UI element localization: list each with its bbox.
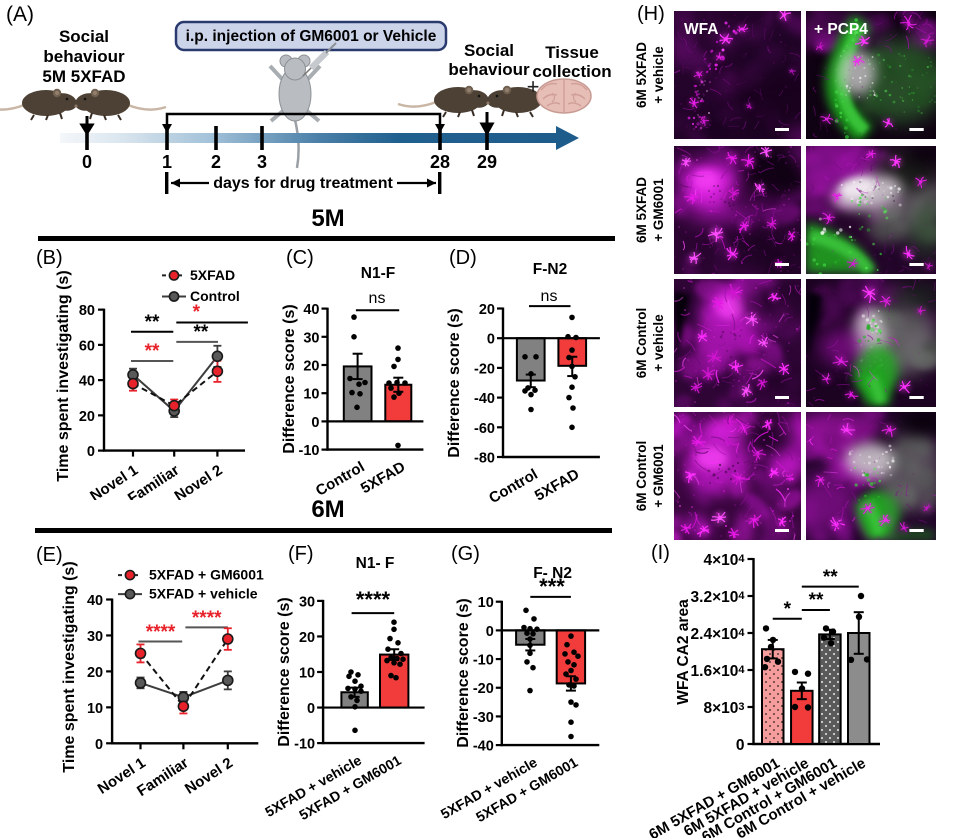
svg-text:Difference score (s): Difference score (s) (455, 598, 472, 747)
svg-text:20: 20 (479, 302, 495, 318)
svg-text:ns: ns (369, 290, 386, 307)
svg-text:Social: Social (464, 41, 514, 60)
svg-text:(I): (I) (651, 542, 670, 564)
svg-text:28: 28 (430, 152, 450, 172)
svg-text:behaviour: behaviour (43, 47, 125, 66)
svg-text:**: ** (145, 341, 160, 362)
svg-text:30: 30 (303, 330, 319, 346)
svg-text:Difference score (s): Difference score (s) (281, 304, 298, 453)
svg-text:4×104: 4×104 (703, 552, 745, 569)
svg-text:10: 10 (478, 595, 494, 611)
svg-text:1.6×104: 1.6×104 (691, 663, 746, 680)
svg-text:**: ** (823, 567, 838, 588)
svg-text:Difference score (s): Difference score (s) (276, 597, 293, 746)
svg-text:20: 20 (303, 359, 319, 375)
svg-text:40: 40 (303, 302, 319, 318)
svg-text:Novel 2: Novel 2 (182, 754, 236, 797)
svg-text:0: 0 (307, 701, 315, 717)
svg-text:2.4×104: 2.4×104 (691, 626, 746, 643)
svg-text:0: 0 (82, 152, 92, 172)
svg-text:30: 30 (299, 594, 315, 610)
svg-text:3: 3 (257, 152, 267, 172)
svg-text:40: 40 (87, 593, 103, 609)
svg-text:Social: Social (59, 27, 109, 46)
svg-text:Control: Control (313, 458, 368, 499)
svg-text:(B): (B) (36, 247, 63, 269)
svg-text:****: **** (146, 622, 176, 643)
svg-text:**: ** (809, 590, 824, 611)
svg-text:****: **** (356, 587, 391, 612)
svg-text:F-N2: F-N2 (533, 261, 567, 278)
svg-text:5XFAD + GM6001: 5XFAD + GM6001 (149, 567, 264, 583)
svg-text:0: 0 (487, 332, 495, 348)
svg-text:Control: Control (190, 288, 240, 304)
svg-text:N1-F: N1-F (361, 265, 395, 282)
svg-text:***: *** (539, 574, 565, 599)
svg-text:0: 0 (736, 737, 745, 754)
svg-text:(F): (F) (288, 543, 314, 565)
svg-text:5XFAD: 5XFAD (190, 267, 235, 283)
svg-text:0: 0 (95, 737, 103, 753)
svg-text:WFA CA2 area: WFA CA2 area (675, 599, 692, 705)
svg-text:5XFAD + vehicle: 5XFAD + vehicle (149, 586, 258, 602)
svg-text:(E): (E) (36, 544, 63, 566)
svg-text:20: 20 (87, 665, 103, 681)
svg-text:Novel 2: Novel 2 (172, 462, 226, 500)
svg-text:-40: -40 (473, 739, 494, 755)
svg-text:80: 80 (79, 303, 95, 319)
svg-text:20: 20 (299, 630, 315, 646)
svg-text:(A): (A) (6, 3, 34, 26)
svg-text:-40: -40 (474, 391, 495, 407)
svg-text:i.p. injection of GM6001 or Ve: i.p. injection of GM6001 or Vehicle (186, 28, 437, 45)
svg-text:5XFAD: 5XFAD (358, 458, 409, 497)
svg-text:**: ** (194, 322, 209, 343)
svg-text:3.2×104: 3.2×104 (691, 589, 746, 606)
svg-text:days for drug treatment: days for drug treatment (213, 175, 393, 192)
svg-text:2: 2 (211, 152, 221, 172)
svg-text:29: 29 (477, 152, 497, 172)
svg-text:-10: -10 (299, 443, 320, 459)
svg-text:(D): (D) (449, 247, 477, 269)
svg-text:****: **** (192, 608, 222, 629)
svg-text:Time spent investigating (s): Time spent investigating (s) (61, 561, 78, 772)
svg-text:ns: ns (541, 288, 558, 305)
svg-text:8×103: 8×103 (703, 700, 744, 717)
svg-text:20: 20 (79, 409, 95, 425)
svg-text:Control: Control (486, 466, 541, 505)
svg-text:10: 10 (87, 701, 103, 717)
svg-text:*: * (784, 599, 792, 620)
svg-text:(C): (C) (286, 247, 314, 269)
svg-text:5M 5XFAD: 5M 5XFAD (42, 67, 125, 86)
svg-text:-30: -30 (473, 710, 494, 726)
svg-text:+: + (527, 74, 540, 99)
svg-text:*: * (193, 302, 201, 323)
svg-text:10: 10 (299, 666, 315, 682)
svg-text:5XFAD: 5XFAD (532, 466, 583, 505)
svg-text:-60: -60 (474, 421, 495, 437)
svg-text:collection: collection (532, 62, 611, 81)
svg-text:0: 0 (311, 415, 319, 431)
svg-text:1: 1 (162, 152, 172, 172)
svg-text:0: 0 (87, 444, 95, 460)
svg-text:F- N2: F- N2 (533, 565, 572, 582)
svg-text:10: 10 (303, 387, 319, 403)
svg-text:-80: -80 (474, 451, 495, 467)
svg-text:**: ** (145, 312, 160, 333)
svg-text:behaviour: behaviour (448, 60, 530, 79)
svg-text:Time spent investigating (s): Time spent investigating (s) (55, 270, 72, 481)
svg-text:40: 40 (79, 374, 95, 390)
svg-text:60: 60 (79, 338, 95, 354)
svg-text:-10: -10 (294, 737, 315, 753)
svg-text:N1- F: N1- F (356, 555, 395, 572)
svg-text:-20: -20 (473, 681, 494, 697)
svg-text:0: 0 (486, 624, 494, 640)
svg-text:30: 30 (87, 629, 103, 645)
svg-text:(G): (G) (451, 543, 480, 565)
svg-text:Difference score (s): Difference score (s) (446, 308, 463, 457)
svg-text:-10: -10 (473, 653, 494, 669)
svg-text:Tissue: Tissue (545, 43, 599, 62)
svg-text:-20: -20 (474, 361, 495, 377)
